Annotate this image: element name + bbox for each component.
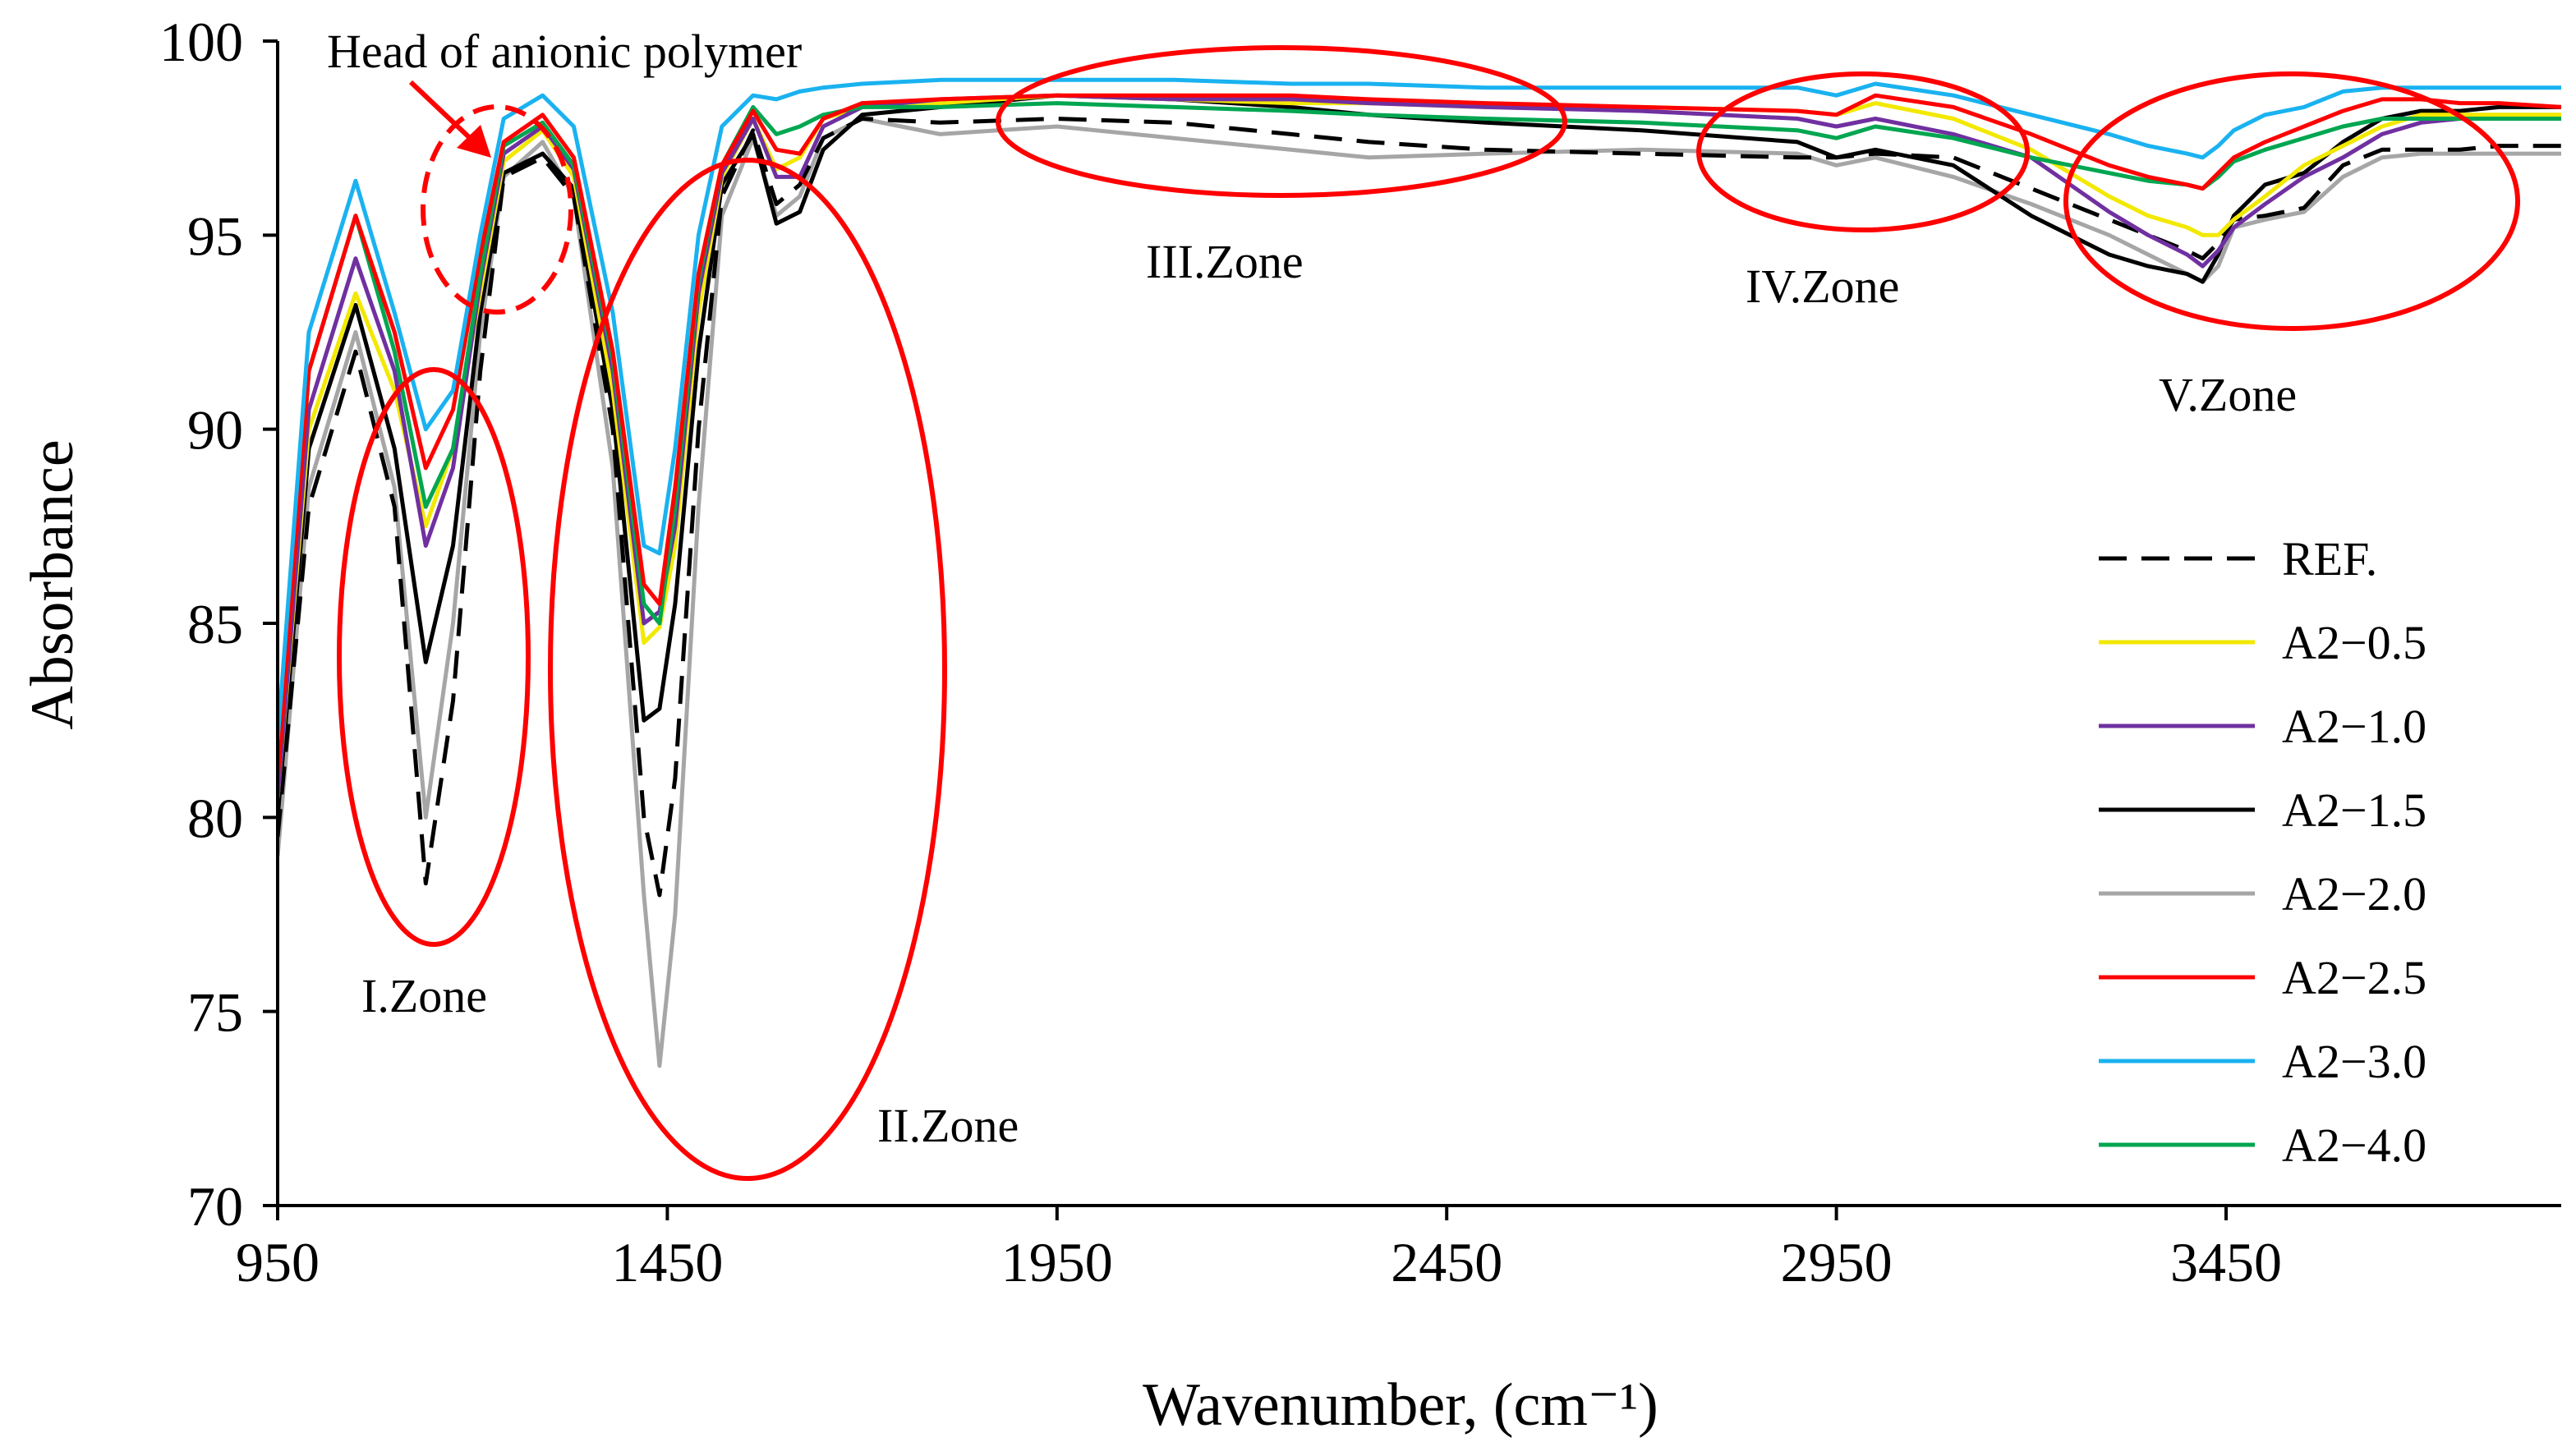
zone-label-1: I.Zone [361,969,487,1022]
series-line-a2-4-0 [278,101,2561,779]
x-tick-label: 950 [236,1231,320,1293]
y-tick-label: 85 [187,593,243,655]
y-tick-label: 75 [187,981,243,1044]
x-axis-title: Wavenumber, (cm⁻¹) [1143,1371,1658,1439]
legend-label: A2−1.0 [2282,700,2426,753]
y-axis-title: Absorbance [19,439,86,729]
head-annotation-label: Head of anionic polymer [327,25,802,78]
x-tick-label: 2450 [1391,1231,1502,1293]
axes-layer [276,41,2561,1207]
series-line-ref [278,117,2561,898]
zone-ellipse-4 [1696,71,2030,232]
head-arrow-line [408,80,472,140]
y-tick-label: 80 [187,787,243,849]
legend-label: A2−2.5 [2282,951,2426,1004]
zone-label-5: V.Zone [2159,368,2297,421]
series-layer [278,77,2561,1068]
zone-ellipse-5 [2063,71,2520,331]
legend-label: A2−2.0 [2282,867,2426,921]
y-tick-label: 70 [187,1175,243,1238]
x-tick-label: 1950 [1001,1231,1113,1293]
legend-label: A2−1.5 [2282,783,2426,837]
legend-label: A2−0.5 [2282,616,2426,669]
zone-ellipse-1 [337,367,531,947]
y-tick-label: 100 [159,11,243,73]
y-tick-label: 95 [187,204,243,267]
zone-ellipse-head [421,104,573,315]
x-tick-label: 1450 [611,1231,723,1293]
zone-label-2: II.Zone [877,1099,1019,1152]
legend: REF. A2−0.5 A2−1.0 A2−1.5 A2−2.0 A2−2.5 A2−3.0… [2099,532,2426,1172]
zone-label-3: III.Zone [1146,235,1304,288]
legend-label: A2−3.0 [2282,1035,2426,1088]
legend-label: A2−4.0 [2282,1119,2426,1172]
zone-ellipse-3 [996,45,1567,198]
series-line-a2-3-0 [278,77,2561,740]
x-tick-label: 2950 [1781,1231,1893,1293]
series-line-a2-2-0 [278,117,2561,1068]
annotation-layer: Head of anionic polymer I.Zone II.Zone I… [327,25,2520,1181]
series-line-a2-2-5 [278,93,2561,779]
zone-label-4: IV.Zone [1746,260,1899,313]
y-tick-label: 90 [187,399,243,462]
ticks-layer: 950 1450 1950 2450 2950 3450 70 75 80 85 90 95 100 [159,11,2282,1293]
zone-ellipse-2 [548,158,947,1181]
legend-label: REF. [2282,532,2377,586]
series-line-a2-1-0 [278,93,2561,798]
x-tick-label: 3450 [2170,1231,2282,1293]
head-arrow-icon [457,125,491,158]
